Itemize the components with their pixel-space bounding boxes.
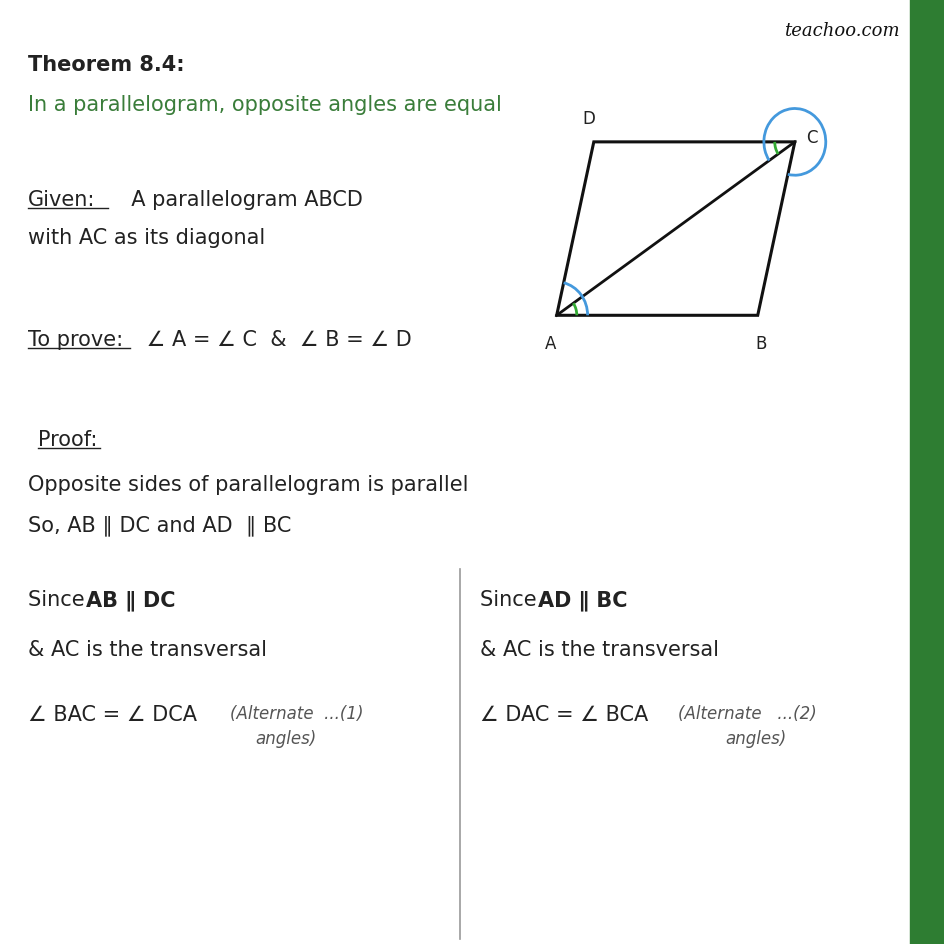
Text: & AC is the transversal: & AC is the transversal: [480, 639, 718, 659]
Text: Opposite sides of parallelogram is parallel: Opposite sides of parallelogram is paral…: [28, 475, 468, 495]
Text: Since: Since: [28, 589, 92, 610]
Text: Given:: Given:: [28, 190, 95, 210]
Text: AB ∥ DC: AB ∥ DC: [86, 589, 176, 610]
Text: So, AB ∥ DC and AD  ∥ BC: So, AB ∥ DC and AD ∥ BC: [28, 514, 291, 535]
Text: ∠ BAC = ∠ DCA: ∠ BAC = ∠ DCA: [28, 704, 196, 724]
Text: AD ∥ BC: AD ∥ BC: [537, 589, 627, 610]
Text: A: A: [545, 334, 556, 352]
Text: (Alternate   ...(2): (Alternate ...(2): [677, 704, 816, 722]
Text: angles): angles): [255, 729, 316, 748]
Text: B: B: [754, 334, 766, 352]
Text: angles): angles): [724, 729, 785, 748]
Text: In a parallelogram, opposite angles are equal: In a parallelogram, opposite angles are …: [28, 95, 501, 115]
Text: Since: Since: [480, 589, 543, 610]
Text: D: D: [582, 110, 595, 127]
Text: To prove:: To prove:: [28, 329, 123, 349]
Text: C: C: [805, 128, 817, 146]
Text: teachoo.com: teachoo.com: [784, 22, 899, 40]
Text: (Alternate  ...(1): (Alternate ...(1): [229, 704, 363, 722]
Text: Proof:: Proof:: [38, 430, 97, 449]
Text: & AC is the transversal: & AC is the transversal: [28, 639, 267, 659]
Text: ∠ A = ∠ C  &  ∠ B = ∠ D: ∠ A = ∠ C & ∠ B = ∠ D: [140, 329, 412, 349]
Text: Theorem 8.4:: Theorem 8.4:: [28, 55, 184, 75]
Text: A parallelogram ABCD: A parallelogram ABCD: [118, 190, 362, 210]
Text: with AC as its diagonal: with AC as its diagonal: [28, 228, 265, 247]
Bar: [909, 0, 944, 944]
Text: ∠ DAC = ∠ BCA: ∠ DAC = ∠ BCA: [480, 704, 648, 724]
